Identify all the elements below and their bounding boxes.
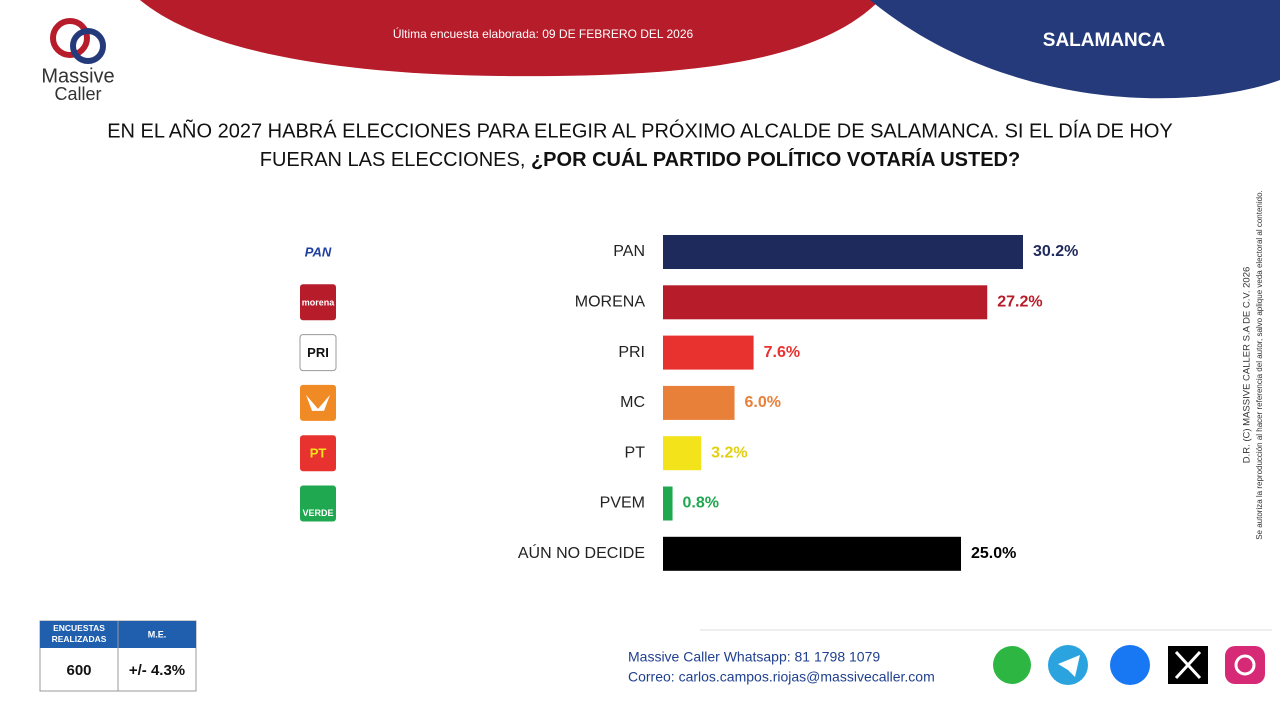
party-logo-text: VERDE — [302, 508, 333, 518]
value-label: 3.2% — [711, 444, 747, 461]
party-logo-text: morena — [302, 298, 336, 308]
category-label: MORENA — [575, 294, 646, 311]
title-part: FUERAN LAS ELECCIONES, — [260, 149, 531, 171]
bar — [663, 436, 702, 471]
table-cell: 600 — [66, 662, 91, 679]
side-note: D.R. (C) MASSIVE CALLER S.A DE C.V. 2026… — [1242, 190, 1265, 540]
party-logo-glyph — [306, 394, 330, 411]
party-logo-text: PT — [310, 446, 327, 461]
party-logo — [300, 384, 336, 421]
facebook-icon — [1110, 645, 1150, 685]
instagram-icon — [1225, 646, 1265, 684]
brand-logo: Massive Caller — [41, 18, 115, 104]
survey-date: Última encuesta elaborada: 09 DE FEBRERO… — [393, 26, 694, 41]
bar — [663, 335, 754, 370]
category-label: PAN — [613, 243, 645, 260]
bar — [663, 235, 1023, 269]
category-label: PRI — [618, 344, 645, 361]
bar-chart: PAN 30.2% MORENA 27.2% PRI 7.6% MC 6.0% PT 3.2% PV… — [518, 235, 1078, 571]
city: SALAMANCA — [1043, 30, 1166, 51]
party-logo-text: PRI — [307, 345, 329, 360]
whatsapp-icon — [993, 646, 1031, 684]
category-label: MC — [620, 394, 645, 411]
value-label: 25.0% — [971, 545, 1016, 562]
sample-table: ENCUESTAS REALIZADAS M.E. 600 +/- 4.3% — [39, 620, 197, 692]
logo-ring — [70, 28, 106, 64]
table-cell: +/- 4.3% — [129, 662, 185, 679]
bar — [663, 385, 735, 420]
logo-ring — [50, 18, 90, 58]
table-header-text: M.E. — [148, 629, 167, 639]
social-icons — [993, 645, 1265, 685]
footer-email: Correo: carlos.campos.riojas@massivecall… — [628, 669, 935, 685]
logo-text: Massive — [41, 65, 114, 87]
bar — [663, 285, 988, 320]
header-red-shape — [140, 0, 880, 77]
party-logos: PAN morena PRI PT VERDE — [299, 234, 337, 522]
party-logo — [300, 435, 336, 472]
logo-text: Caller — [54, 84, 101, 104]
instagram-glyph — [1234, 654, 1256, 676]
value-label: 27.2% — [997, 294, 1042, 311]
side-note-text: D.R. (C) MASSIVE CALLER S.A DE C.V. 2026 — [1242, 267, 1253, 464]
footer-whatsapp: Massive Caller Whatsapp: 81 1798 1079 — [628, 649, 880, 665]
party-logo — [300, 234, 336, 270]
header-blue-shape — [870, 0, 1280, 99]
party-logo — [300, 284, 336, 321]
telegram-glyph — [1058, 655, 1080, 677]
side-note-text: Se autoriza la reproducción al hacer ref… — [1255, 190, 1264, 540]
value-label: 6.0% — [745, 394, 781, 411]
category-label: PT — [625, 444, 646, 461]
party-logo-text: PAN — [305, 244, 332, 259]
value-label: 30.2% — [1033, 243, 1078, 260]
party-logo — [300, 485, 336, 522]
value-label: 0.8% — [683, 495, 719, 512]
x-glyph — [1174, 650, 1202, 680]
chart-title: FUERAN LAS ELECCIONES, ¿POR CUÁL PARTIDO… — [260, 148, 1020, 171]
category-label: PVEM — [600, 495, 645, 512]
chart-title: EN EL AÑO 2027 HABRÁ ELECCIONES PARA ELE… — [107, 118, 1173, 142]
category-label: AÚN NO DECIDE — [518, 543, 645, 562]
bar — [663, 536, 962, 571]
bar — [663, 486, 673, 521]
table-header-text: ENCUESTAS REALIZADAS — [52, 623, 107, 644]
party-logo — [299, 334, 337, 372]
value-label: 7.6% — [764, 344, 800, 361]
title-bold: ¿POR CUÁL PARTIDO POLÍTICO VOTARÍA USTED… — [531, 148, 1020, 171]
